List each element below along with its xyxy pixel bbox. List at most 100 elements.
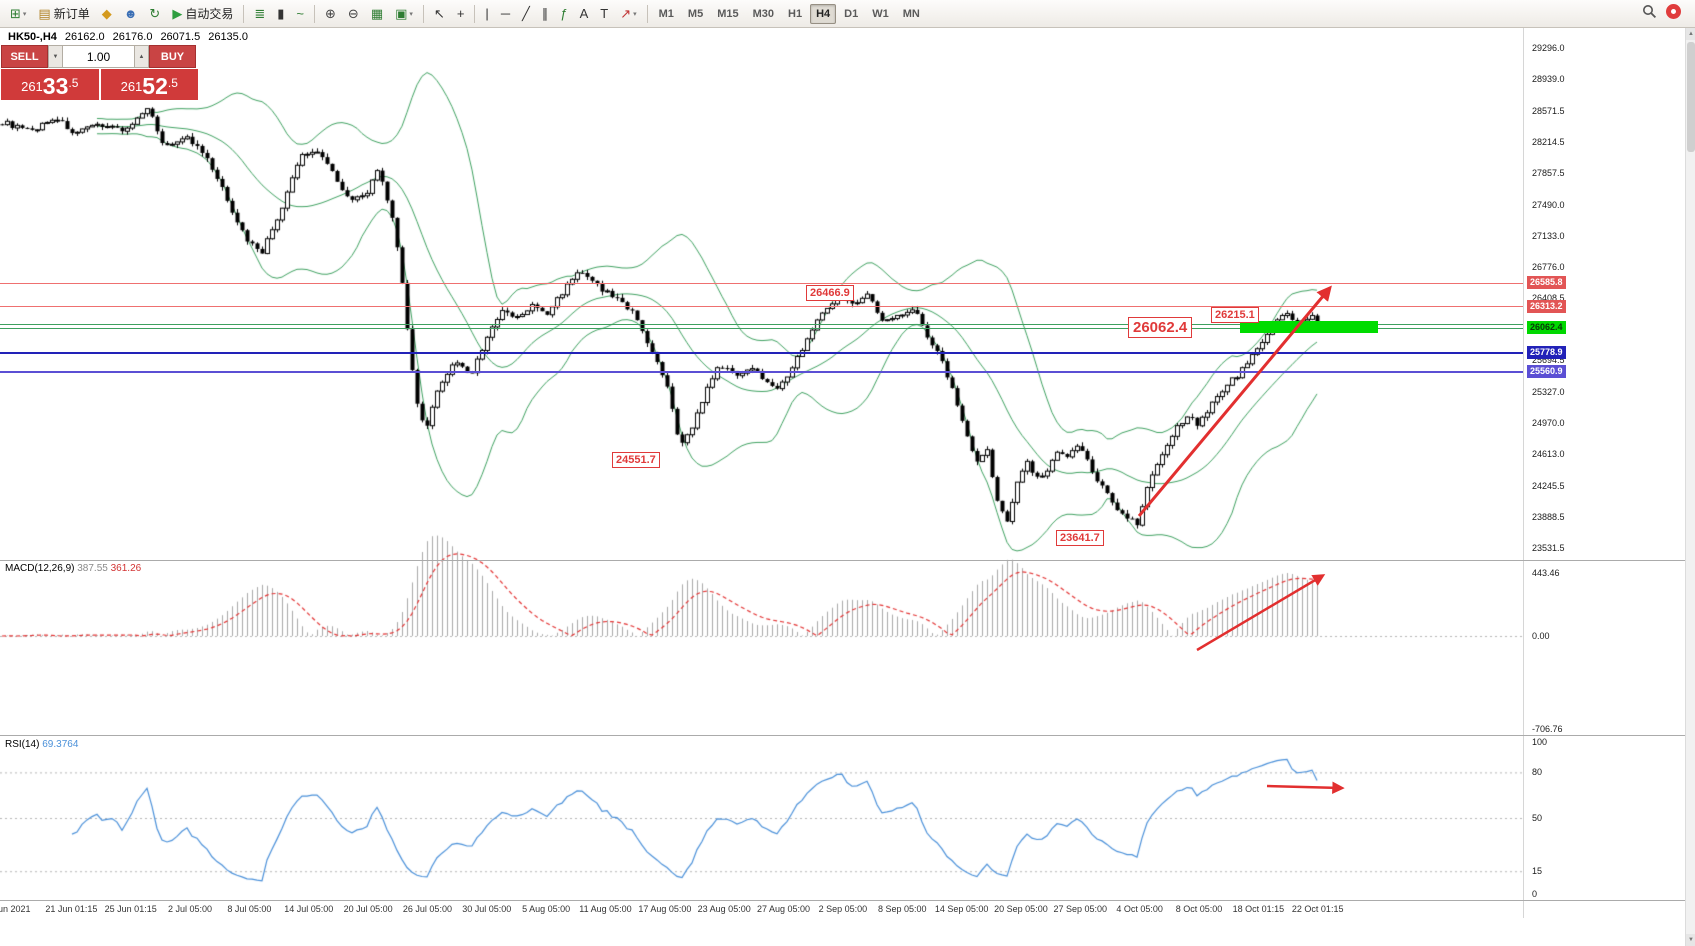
vertical-scrollbar[interactable]: ▲ ▼ [1685,28,1695,946]
sell-price-display[interactable]: 261 33.5 [1,69,99,100]
timeframe-m30-button[interactable]: M30 [752,7,775,20]
channel-button[interactable]: ∥ [537,3,554,25]
deposit-icon[interactable]: ◆ [97,3,117,25]
timeframe-h1-button[interactable]: H1 [788,7,803,20]
horizontal-line-button[interactable]: ─ [496,3,515,25]
macd-axis-label: 0.00 [1532,631,1550,641]
fibonacci-button[interactable]: ƒ [555,3,572,25]
horizontal-line[interactable] [0,323,1523,325]
price-callout[interactable]: 23641.7 [1056,530,1104,547]
buy-button[interactable]: BUY [149,45,196,68]
price-axis-flag: 26062.4 [1527,321,1566,335]
chart-layout-button[interactable]: ▣ ▾ [390,3,418,25]
cursor-icon: ↖ [433,6,445,21]
volume-decrease-button[interactable]: ▼ [48,45,63,68]
zoom-in-button[interactable]: ⊕ [320,3,341,25]
new-order-icon: ▤ [38,6,51,21]
bar-chart-button[interactable]: ≣ [249,3,270,25]
price-axis-flag: 26585.8 [1527,276,1566,290]
ohlc-open: 26162.0 [64,31,105,43]
text-button[interactable]: A [575,3,594,25]
panel-divider-macd[interactable] [0,560,1685,561]
macd-main-value: 387.55 [77,563,108,574]
auto-trading-button[interactable]: ▶ 自动交易 [167,3,238,25]
buy-price-display[interactable]: 261 52.5 [100,69,198,100]
new-chart-icon: ⊞ [10,6,21,21]
panel-divider-rsi[interactable] [0,735,1685,736]
rsi-axis-label: 80 [1532,767,1543,778]
volume-input[interactable] [63,45,134,68]
price-callout[interactable]: 26215.1 [1211,307,1259,324]
new-order-button[interactable]: ▤ 新订单 [33,3,94,25]
time-axis-label: 27 Sep 05:00 [1053,904,1108,914]
horizontal-line[interactable] [0,282,1523,284]
highlight-zone[interactable] [1240,320,1378,334]
timeframe-toolbar: M1 M5 M15 M30 H1 H4 D1 W1 MN [652,3,927,24]
price-axis-label: 23888.5 [1532,512,1565,523]
price-prefix: 261 [21,79,43,94]
bar-chart-icon: ≣ [254,6,266,21]
cursor-button[interactable]: ↖ [429,3,450,25]
timeframe-mn-button[interactable]: MN [902,7,920,20]
scrollbar-thumb[interactable] [1687,42,1695,152]
time-axis: Jun 2021 21 Jun 01:15 25 Jun 01:15 2 Jul 05… [0,904,1523,918]
price-callout[interactable]: 26466.9 [806,285,854,302]
zoom-in-icon: ⊕ [325,6,336,21]
horizontal-line[interactable] [0,370,1523,373]
label-icon: T [600,6,609,21]
price-callout[interactable]: 26062.4 [1128,317,1193,339]
time-axis-label: 2 Sep 05:00 [818,904,868,914]
sell-button[interactable]: SELL [1,45,48,68]
rsi-value: 69.3764 [42,739,79,750]
timeframe-w1-button[interactable]: W1 [872,7,889,20]
macd-axis-label: 443.46 [1532,568,1560,578]
zoom-out-button[interactable]: ⊖ [343,3,364,25]
channel-icon: ∥ [541,6,549,21]
horizontal-line[interactable] [0,306,1523,308]
community-icon[interactable] [1666,4,1681,19]
line-chart-button[interactable]: ~ [291,3,309,25]
time-axis-label: 5 Aug 05:00 [522,904,571,914]
price-prefix: 261 [120,79,143,94]
time-axis-label: 14 Sep 05:00 [934,904,989,914]
scrollbar-down-arrow[interactable]: ▼ [1686,934,1695,946]
timeframe-m1-button[interactable]: M1 [658,7,674,20]
timeframe-d1-button[interactable]: D1 [844,7,859,20]
price-callout[interactable]: 24551.7 [612,451,660,468]
time-axis-label: 30 Jul 05:00 [462,904,512,914]
timeframe-m15-button[interactable]: M15 [717,7,739,20]
volume-increase-button[interactable]: ▲ [134,45,149,68]
horizontal-line[interactable] [0,352,1523,355]
price-axis-label: 29296.0 [1532,43,1565,53]
chevron-down-icon: ▾ [633,10,637,18]
vertical-line-button[interactable]: | [480,3,493,25]
chart-ohlc-header: HK50-,H4 26162.0 26176.0 26071.5 26135.0 [8,31,248,43]
candlestick-chart-button[interactable]: ▮ [272,3,289,25]
horizontal-line[interactable] [0,327,1523,329]
refresh-icon[interactable]: ↻ [144,3,165,25]
accounts-icon[interactable]: ☻ [119,3,143,25]
new-order-button-label: 新订单 [53,7,90,21]
rsi-axis-label: 50 [1532,813,1543,823]
rsi-axis-label: 0 [1532,889,1538,899]
label-button[interactable]: T [595,3,613,25]
macd-axis-label: -706.76 [1532,724,1563,734]
price-axis-label: 24613.0 [1532,449,1565,460]
timeframe-m5-button[interactable]: M5 [687,7,704,20]
new-chart-button[interactable]: ⊞ ▾ [5,3,31,25]
time-axis-label: 8 Jul 05:00 [227,904,272,914]
arrows-button[interactable]: ↗ ▾ [615,3,641,25]
crosshair-button[interactable]: + [452,3,470,25]
scrollbar-up-arrow[interactable]: ▲ [1686,28,1695,40]
price-axis-label: 24245.5 [1532,481,1565,492]
search-icon[interactable] [1642,4,1657,19]
time-axis-label: Jun 2021 [0,904,31,914]
macd-indicator-label: MACD(12,26,9) 387.55 361.26 [5,563,141,574]
price-axis-flag: 25560.9 [1527,364,1566,378]
tile-windows-button[interactable]: ▦ [366,3,388,25]
axis-separator [1523,28,1524,918]
trendline-button[interactable]: ╱ [517,3,535,25]
timeframe-h4-button[interactable]: H4 [810,3,837,24]
macd-signal-value: 361.26 [110,563,142,574]
